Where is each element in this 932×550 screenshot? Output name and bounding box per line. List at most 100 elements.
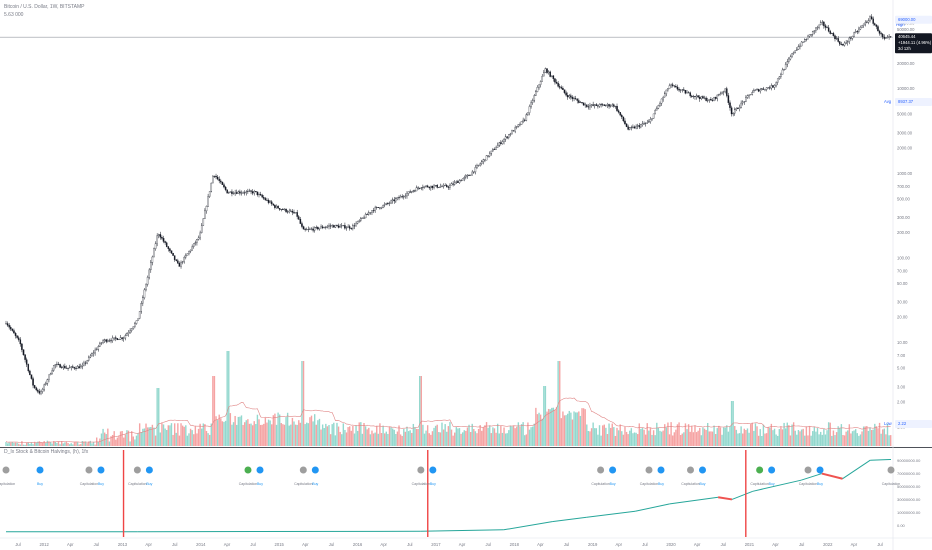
time-tick: Apr [772, 542, 779, 547]
candle-body [403, 196, 405, 198]
candle-body [586, 104, 588, 107]
volume-bar [691, 425, 693, 446]
candle-body [764, 89, 766, 91]
candle-body [640, 124, 642, 128]
candle-body [99, 342, 101, 347]
volume-bar [49, 442, 52, 446]
candle-body [38, 391, 41, 394]
candle-body [175, 259, 178, 261]
volume-bar [834, 435, 836, 446]
volume-bar [689, 431, 691, 446]
volume-bar [417, 428, 419, 446]
candle-body [350, 228, 353, 230]
candle-body [140, 302, 143, 312]
candle-body [614, 105, 617, 107]
candle-body [73, 367, 76, 369]
time-tick: Jul [250, 542, 255, 547]
volume-bar [321, 424, 324, 446]
volume-bar [407, 431, 410, 446]
volume-bar [536, 414, 539, 446]
volume-bar [524, 435, 526, 446]
indicator-segment [821, 472, 843, 480]
candle-body [568, 95, 571, 98]
candle-body [562, 88, 564, 90]
candle-body [83, 362, 85, 366]
time-tick: Apr [851, 542, 858, 547]
candle-body [531, 100, 534, 103]
candle-body [867, 20, 870, 23]
capitulation-label: Capitulation [681, 482, 700, 486]
candle-body [748, 94, 750, 96]
price-tick: 10000.00 [897, 86, 915, 91]
candle-body [597, 105, 599, 107]
last-price: +1944.11 (4.96%) [898, 40, 932, 45]
volume-bar [883, 428, 886, 446]
candle-body [765, 87, 768, 90]
volume-bar [552, 407, 555, 446]
volume-bar [331, 424, 333, 446]
time-tick: Apr [537, 542, 544, 547]
volume-bar [614, 435, 617, 446]
candle-body [807, 35, 809, 40]
candle-body [361, 217, 364, 219]
volume-bar [570, 412, 572, 446]
volume-bar [842, 434, 844, 446]
volume-bar [742, 433, 744, 446]
volume-bar [371, 430, 373, 446]
candle-body [738, 107, 741, 109]
volume-bar [326, 426, 329, 446]
candle-body [571, 97, 574, 99]
high-value: 69000.00 [898, 17, 916, 22]
volume-bar [582, 408, 585, 446]
volume-bar [773, 428, 776, 446]
candle-body [726, 88, 728, 96]
volume-bar [821, 434, 823, 446]
candle-body [196, 239, 198, 243]
candle-body [33, 385, 36, 388]
volume-bar [621, 431, 623, 446]
volume-bar [253, 421, 255, 446]
volume-bar [220, 418, 222, 446]
volume-bar [290, 424, 292, 446]
buy-icon [768, 466, 776, 474]
candle-body [165, 242, 168, 247]
candle-body [589, 105, 591, 108]
candle-body [164, 241, 166, 243]
volume-bar [589, 431, 591, 446]
candle-body [366, 214, 368, 215]
candle-body [710, 98, 712, 101]
candle-body [383, 204, 386, 206]
volume-bar [721, 434, 723, 446]
price-tick: 300.00 [897, 215, 910, 220]
candle-body [496, 145, 499, 148]
candle-body [382, 205, 384, 208]
candle-body [134, 323, 136, 327]
candle-body [253, 191, 255, 194]
candle-body [161, 237, 163, 239]
time-tick: Apr [302, 542, 309, 547]
candle-body [549, 71, 551, 77]
volume-bar [678, 422, 680, 446]
volume-bar [501, 432, 504, 446]
candle-body [228, 192, 230, 194]
candle-body [652, 113, 655, 119]
candle-body [24, 354, 26, 360]
indicator-segment [731, 490, 753, 500]
candle-body [628, 127, 631, 130]
candle-body [859, 27, 862, 30]
volume-bar [843, 435, 846, 446]
buy-label: Buy [769, 482, 775, 486]
candle-body [699, 97, 701, 99]
candle-body [853, 32, 855, 37]
candle-body [105, 339, 107, 342]
candle-body [404, 195, 407, 197]
volume-bar [137, 433, 139, 446]
volume-bar [484, 425, 486, 446]
candle-body [792, 52, 795, 54]
indicator-segment [420, 529, 504, 532]
candle-body [743, 101, 746, 103]
candle-body [393, 199, 395, 202]
candle-body [848, 37, 851, 42]
volume-bar [64, 442, 66, 446]
